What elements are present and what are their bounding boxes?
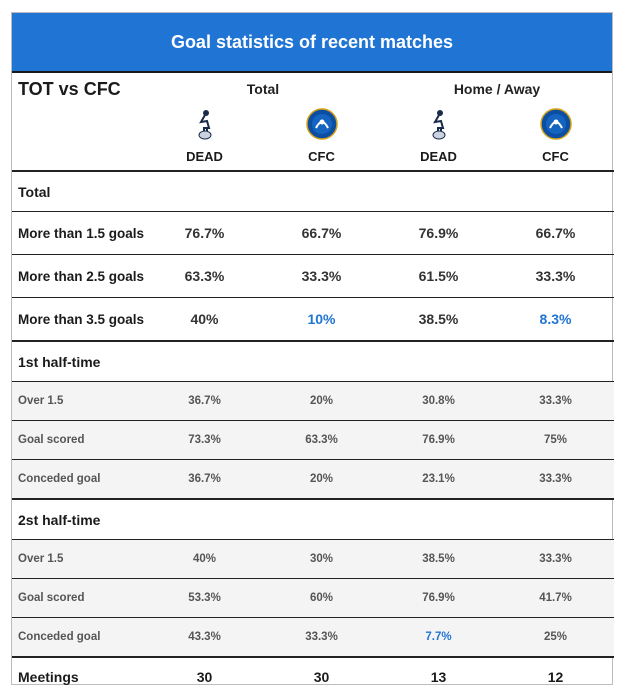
group-home-away-label: Home / Away [453, 81, 541, 97]
table-row: More than 3.5 goals 40% 10% 38.5% 8.3% [12, 297, 614, 342]
section-header-total: Total [12, 171, 614, 212]
tottenham-crest-icon [146, 107, 263, 141]
table-header-row: TOT vs CFC Total DEAD [12, 73, 614, 172]
team-name-total-away: CFC [308, 149, 335, 164]
table-row: Goal scored 73.3% 63.3% 76.9% 75% [12, 420, 614, 460]
team-name-total-home: DEAD [186, 149, 223, 164]
section-header-second-half: 2st half-time [12, 499, 614, 540]
tottenham-crest-icon [380, 107, 497, 141]
goal-stats-card: Goal statistics of recent matches TOT vs… [11, 12, 614, 685]
table-row: More than 1.5 goals 76.7% 66.7% 76.9% 66… [12, 211, 614, 255]
card-title: Goal statistics of recent matches [12, 13, 612, 73]
table-row: Over 1.5 36.7% 20% 30.8% 33.3% [12, 381, 614, 421]
table-row: More than 2.5 goals 63.3% 33.3% 61.5% 33… [12, 254, 614, 298]
chelsea-crest-icon [263, 107, 380, 141]
table-row: Conceded goal 43.3% 33.3% 7.7% 25% [12, 617, 614, 658]
table-row: Over 1.5 40% 30% 38.5% 33.3% [12, 539, 614, 579]
table-row: Conceded goal 36.7% 20% 23.1% 33.3% [12, 459, 614, 500]
matchup-title: TOT vs CFC [12, 73, 146, 172]
stats-table: TOT vs CFC Total DEAD [12, 73, 614, 696]
team-name-ha-away: CFC [542, 149, 569, 164]
group-total-label: Total [246, 81, 280, 97]
chelsea-crest-icon [497, 107, 614, 141]
team-name-ha-home: DEAD [420, 149, 457, 164]
meetings-row: Meetings 30 30 13 12 [18, 669, 564, 685]
section-header-first-half: 1st half-time [12, 341, 614, 382]
table-row: Goal scored 53.3% 60% 76.9% 41.7% [12, 578, 614, 618]
